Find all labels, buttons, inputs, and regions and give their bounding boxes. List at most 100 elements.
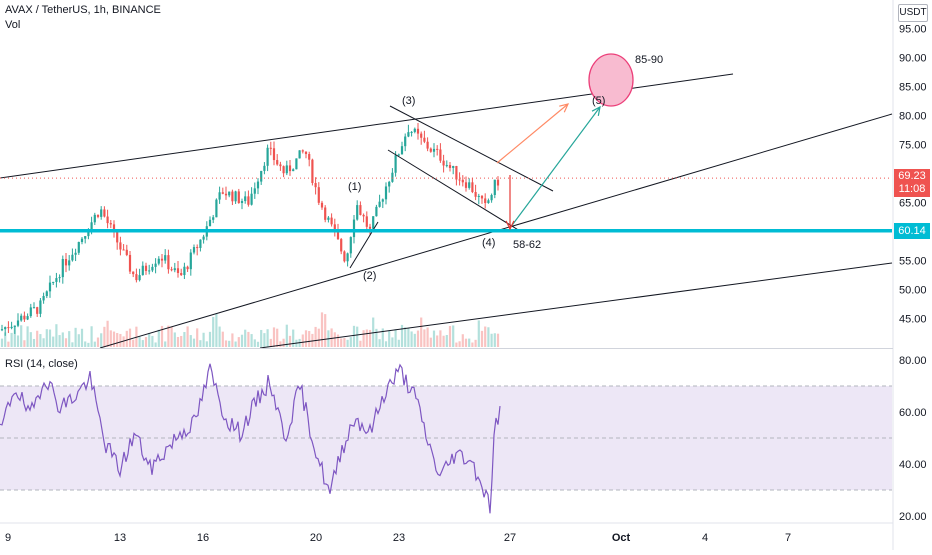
rsi-line [0,363,501,514]
volume-bar [314,326,317,347]
candle-body [477,195,480,197]
candle-body [77,242,80,253]
volume-bar [432,330,436,347]
candle-body [58,277,61,279]
candle-body [100,209,103,217]
time-tick-label: 7 [785,532,791,544]
volume-bar [468,338,471,347]
candle-body [445,165,448,167]
volume-bar [410,331,413,347]
candle-body [410,131,413,133]
volume-bar [141,340,144,347]
volume-bar [176,336,180,347]
candle-body [71,254,74,261]
candle-body [26,316,29,320]
candle-body [320,202,324,208]
volume-bar [493,333,496,347]
time-tick-label: 4 [702,532,708,544]
volume-bar [4,332,7,347]
volume-bar [461,334,464,347]
volume-bar [480,330,484,347]
candle-body [496,179,500,186]
volume-bar [64,338,68,347]
candle-body [180,273,183,276]
volume-bar [474,339,477,347]
time-axis[interactable]: 9 13 16 20 23 27 Oct 4 7 [0,522,893,544]
arrow-shaft [496,103,569,164]
volume-bar [100,333,103,347]
volume-bar [119,333,122,347]
candle-body [480,195,484,199]
candle-body [292,169,295,172]
volume-bar [455,342,458,347]
candle-body [416,128,420,134]
candle-body [400,146,404,155]
price-tick-label: 85.00 [899,82,927,94]
candle-body [125,249,128,255]
volume-bar [320,312,324,347]
volume-bar [317,328,320,347]
candle-body [199,239,202,248]
candle-body [176,268,180,274]
candle-body [304,151,308,155]
candle-body [64,258,68,266]
candle-body [285,165,288,174]
volume-bar [212,316,215,347]
rsi-background [0,385,892,491]
volume-bar [90,326,93,347]
symbol-title: AVAX / TetherUS, 1h, BINANCE [5,4,161,16]
volume-bar [180,335,183,347]
candle-body [256,181,260,189]
volume-bar [103,326,106,347]
candle-body [381,199,384,202]
candle-body [458,179,461,181]
pane-separator[interactable] [0,348,893,349]
volume-bar [487,327,490,347]
candle-body [80,238,84,243]
volume-bar [365,329,368,347]
candle-body [484,198,487,204]
volume-bar [416,330,420,347]
volume-bar [186,326,189,347]
volume-bar [413,333,416,347]
candle-body [87,231,90,237]
volume-bar [237,337,240,347]
rsi-tick-label: 60.00 [899,407,927,419]
candle-body [461,179,464,183]
candle-body [29,307,32,317]
candle-body [132,271,135,275]
candle-body [362,214,365,217]
candle-body [103,209,106,217]
candle-body [96,214,100,217]
projection-arrow-orange [496,103,570,164]
candle-body [260,170,263,182]
volume-bar [490,333,493,347]
candle-body [468,182,471,188]
candle-body [138,275,141,281]
candle-body [154,263,157,267]
volume-bar [68,331,71,347]
currency-label[interactable]: USDT [898,4,928,22]
candle-body [0,329,4,331]
volume-bar [32,338,36,347]
candle-body [429,148,432,152]
volume-bar [167,325,170,347]
candle-body [455,166,458,180]
volume-bar [215,313,218,347]
candle-body [7,327,10,329]
volume-bar [349,337,352,347]
candle-body [391,172,394,182]
candlesticks [0,123,500,336]
candle-body [173,268,176,271]
volume-bar [346,339,349,347]
candle-body [448,165,452,168]
candle-body [122,249,125,251]
volume-bar [231,333,234,347]
volume-bar [308,331,311,347]
volume-bar [244,329,247,347]
volume-bar [375,328,378,347]
price-axis[interactable]: 45.0050.0055.0060.0065.0070.0075.0080.00… [892,0,927,550]
volume-bar [372,317,375,347]
volume-bar [397,339,400,347]
